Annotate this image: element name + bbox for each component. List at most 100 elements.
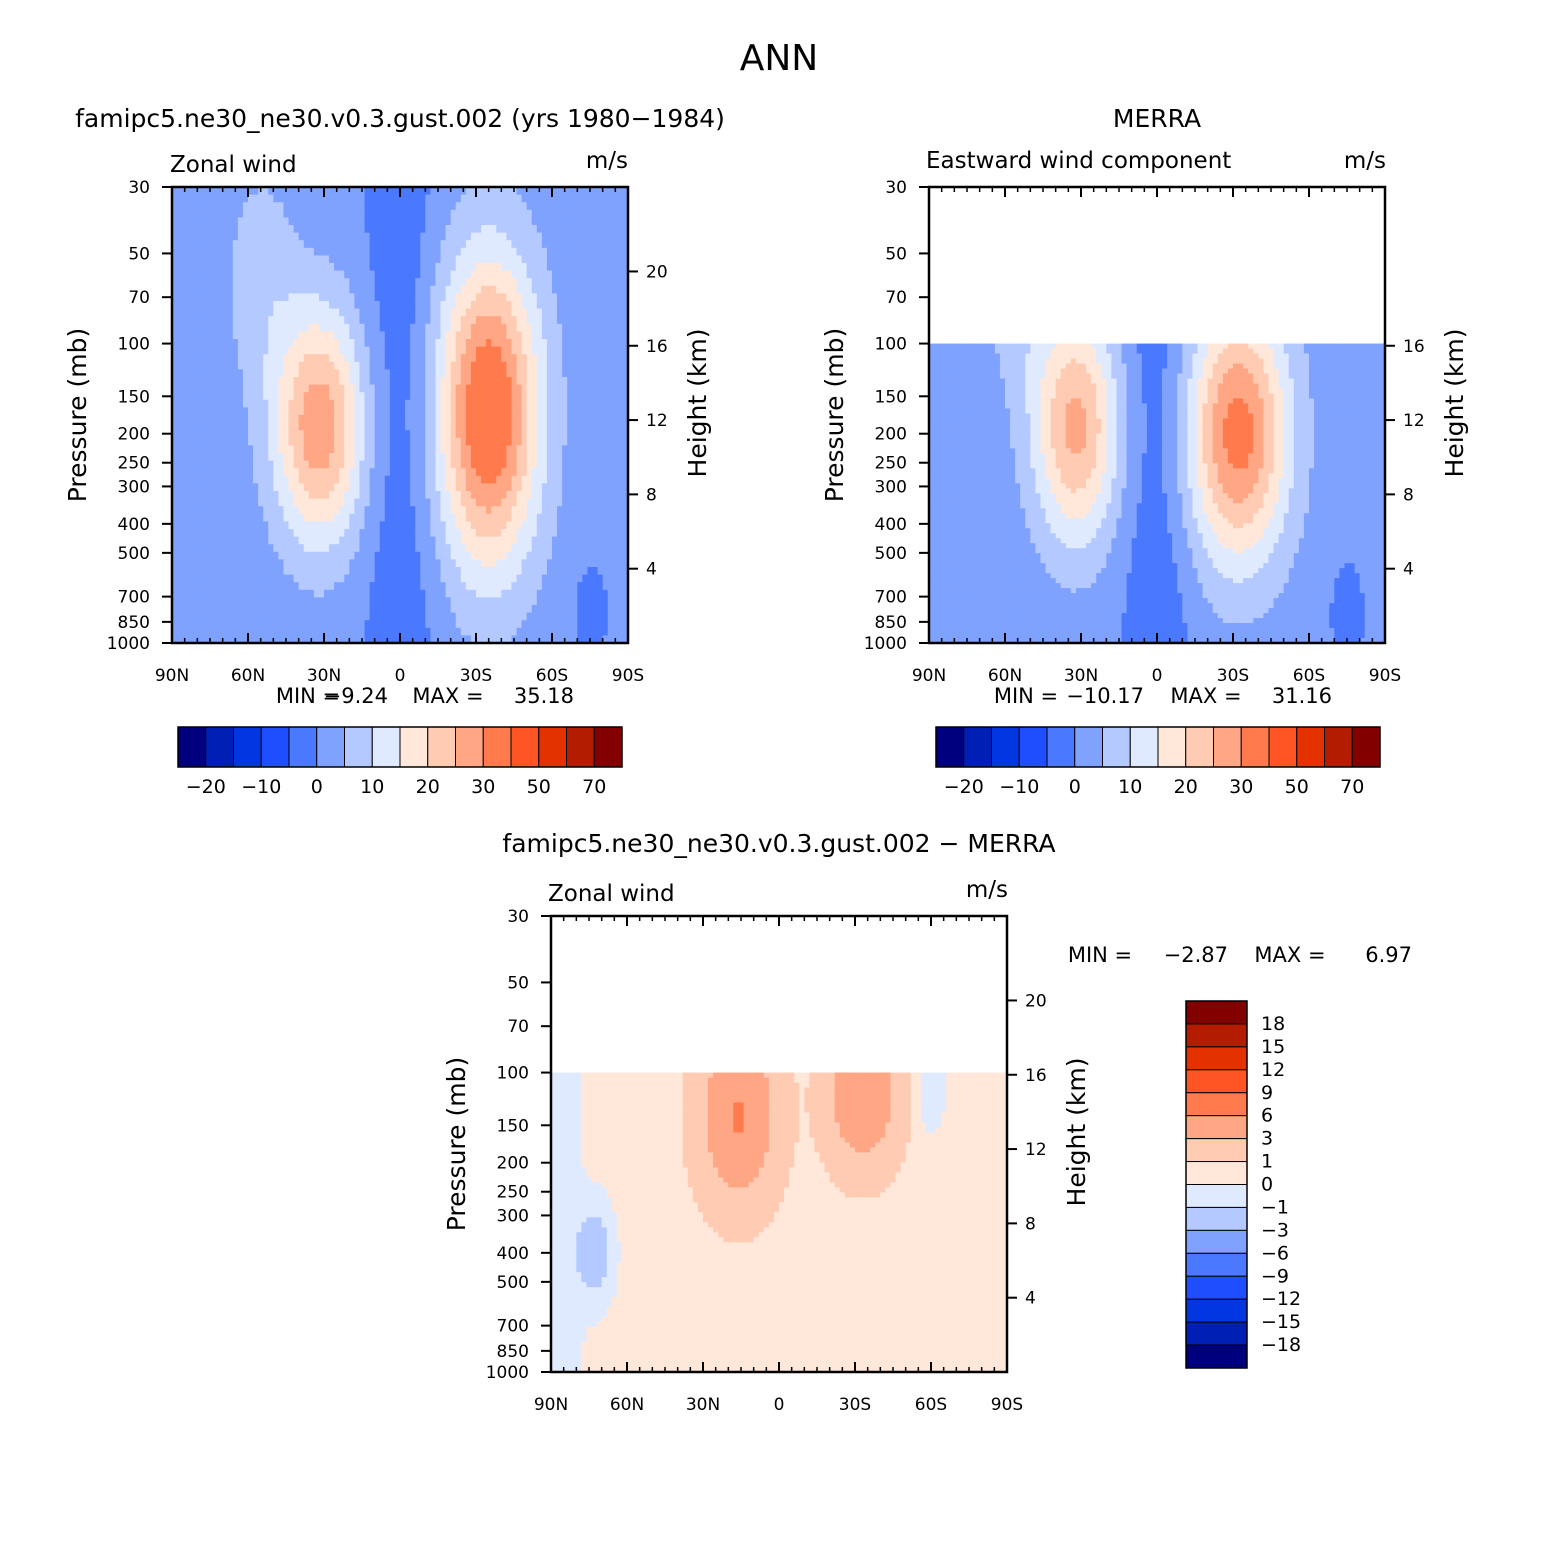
colorbar-box: [1351, 726, 1381, 768]
colorbar-box: [1185, 1275, 1248, 1300]
y-right-tick-label: 16: [1403, 337, 1425, 357]
panel-obs: MERRA Eastward wind component m/s 90N 60N…: [820, 104, 1469, 798]
y-tick-label: 100: [118, 335, 150, 355]
colorbar-label: 30: [471, 776, 495, 798]
y-right-tick-label: 12: [646, 411, 668, 431]
max-label: MAX =: [1254, 943, 1325, 967]
y-tick-label: 500: [875, 544, 907, 564]
colorbar-box: [1185, 1138, 1248, 1163]
colorbar-label: −20: [944, 776, 984, 798]
colorbar-label: 20: [1174, 776, 1198, 798]
contour-fill: [172, 187, 628, 643]
colorbar-label: −10: [241, 776, 281, 798]
colorbar-label: 70: [1340, 776, 1364, 798]
colorbar-box: [1185, 726, 1214, 768]
contour-fill: [551, 1072, 1007, 1372]
colorbar-box: [482, 726, 512, 768]
colorbar-box: [177, 726, 207, 768]
y-tick-label: 400: [118, 515, 150, 535]
y-tick-label: 150: [497, 1116, 529, 1136]
y-tick-label: 200: [497, 1154, 529, 1174]
y-tick-label: 200: [118, 425, 150, 445]
colorbar-box: [371, 726, 401, 768]
colorbar-box: [1129, 726, 1159, 768]
colorbar-box: [593, 726, 623, 768]
x-tick-label: 0: [774, 1395, 785, 1415]
y-tick-label: 500: [118, 544, 150, 564]
colorbar-box: [1185, 1023, 1248, 1048]
y-tick-label: 700: [118, 588, 150, 608]
colorbar-label: 12: [1261, 1059, 1285, 1081]
y-right-tick-label: 8: [646, 485, 657, 505]
colorbar-label: −1: [1261, 1196, 1289, 1218]
colorbar-label: 18: [1261, 1013, 1285, 1035]
y-tick-label: 100: [875, 335, 907, 355]
x-tick-label: 30N: [1064, 666, 1098, 686]
y-right-tick-label: 4: [1403, 560, 1414, 580]
max-value: 6.97: [1365, 943, 1412, 967]
y-tick-label: 300: [875, 477, 907, 497]
colorbar-box: [1185, 1046, 1248, 1071]
colorbar-box: [455, 726, 484, 768]
y-right-tick-label: 20: [646, 262, 668, 282]
colorbar-box: [233, 726, 262, 768]
x-tick-label: 0: [395, 666, 406, 686]
y-tick-label: 400: [875, 515, 907, 535]
colorbar-box: [538, 726, 567, 768]
plot-area: 90N 60N 30N 0 30S 60S 90S 30 50 70 100 150 200 250 300…: [442, 907, 1091, 1415]
min-label: MIN =: [276, 684, 340, 708]
colorbar-box: [1240, 726, 1270, 768]
colorbar-frame: [935, 726, 1381, 768]
y-right-tick-label: 8: [1025, 1214, 1036, 1234]
y-tick-label: 200: [875, 425, 907, 445]
colorbar-label: −12: [1261, 1288, 1301, 1310]
colorbar-box: [1324, 726, 1353, 768]
y-tick-label: 150: [118, 387, 150, 407]
y-tick-label: 700: [497, 1317, 529, 1337]
y-tick-label: 250: [875, 454, 907, 474]
panel-title: famipc5.ne30_ne30.v0.3.gust.002 (yrs 198…: [75, 104, 725, 133]
colorbar-box: [963, 726, 992, 768]
colorbar-box: [1213, 726, 1242, 768]
colorbar-box: [399, 726, 429, 768]
min-value: −2.87: [1164, 943, 1228, 967]
y-tick-label: 30: [128, 178, 150, 198]
colorbar-label: 20: [416, 776, 440, 798]
x-tick-label: 60N: [988, 666, 1022, 686]
y-right-axis-title: Height (km): [1062, 1058, 1091, 1207]
x-tick-label: 90S: [1369, 666, 1401, 686]
y-tick-label: 300: [497, 1206, 529, 1226]
min-value: −10.17: [1066, 684, 1144, 708]
y-right-tick-label: 8: [1403, 485, 1414, 505]
colorbar-box: [1185, 1184, 1248, 1208]
x-tick-label: 60S: [1293, 666, 1325, 686]
colorbar-box: [1296, 726, 1325, 768]
x-tick-label: 30S: [460, 666, 492, 686]
y-tick-label: 300: [118, 477, 150, 497]
x-tick-label: 90S: [991, 1395, 1023, 1415]
colorbar: −20 −10 0 10 20 30 50 70: [935, 726, 1381, 798]
colorbar-box: [1074, 726, 1103, 768]
y-tick-label: 700: [875, 588, 907, 608]
plot-area: 90N 60N 30N 0 30S 60S 90S 30 50 70 100 150 200 250 300…: [63, 178, 712, 686]
x-tick-label: 90S: [612, 666, 644, 686]
y-right-axis-title: Height (km): [1440, 329, 1469, 478]
colorbar-box: [260, 726, 290, 768]
colorbar-label: 10: [1118, 776, 1142, 798]
colorbar-box: [1185, 1115, 1248, 1140]
y-right-tick-label: 4: [646, 560, 657, 580]
colorbar-box: [316, 726, 345, 768]
colorbar-box: [344, 726, 373, 768]
y-tick-label: 250: [497, 1183, 529, 1203]
colorbar-box: [1185, 1344, 1248, 1369]
colorbar-label: 15: [1261, 1036, 1285, 1058]
colorbar-box: [1185, 1000, 1248, 1025]
colorbar-box: [1185, 1206, 1248, 1231]
variable-label: Eastward wind component: [926, 148, 1231, 174]
colorbar-label: −9: [1261, 1265, 1289, 1287]
y-tick-label: 30: [885, 178, 907, 198]
panel-model: famipc5.ne30_ne30.v0.3.gust.002 (yrs 198…: [63, 104, 725, 798]
y-tick-label: 850: [875, 613, 907, 633]
y-right-tick-label: 16: [646, 337, 668, 357]
